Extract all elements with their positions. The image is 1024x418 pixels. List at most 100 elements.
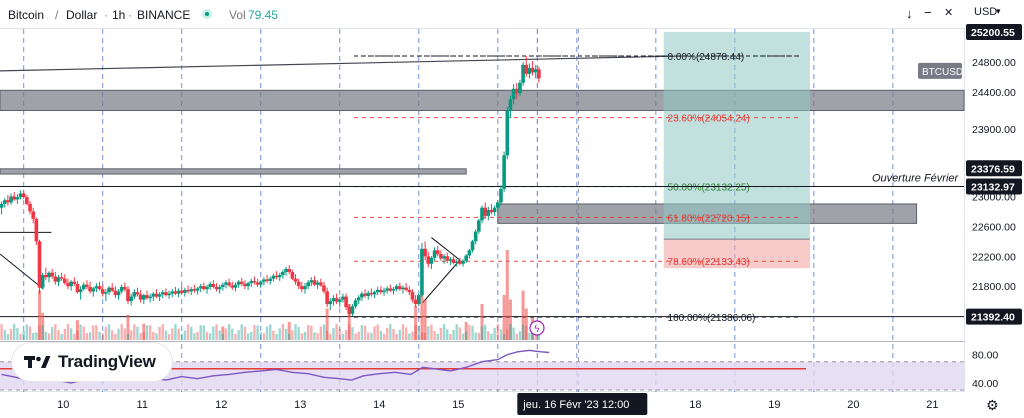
candle-body <box>119 286 124 292</box>
candle-body <box>293 278 298 282</box>
volume-bar <box>265 326 269 340</box>
candle-body <box>88 286 92 292</box>
volume-bar <box>85 333 89 340</box>
volume-bar <box>38 325 41 340</box>
tradingview-logo[interactable]: TradingView <box>12 343 172 381</box>
candle-body <box>138 294 143 300</box>
volume-bar <box>360 325 364 340</box>
volume-bar <box>335 324 338 340</box>
volume-bar <box>509 324 512 340</box>
volume-bar <box>155 333 158 340</box>
candle-body <box>94 286 99 289</box>
volume-bar <box>483 324 487 340</box>
volume-bar <box>471 325 474 340</box>
volume-bar <box>107 324 111 340</box>
volume-bar <box>139 333 142 340</box>
candle-body <box>72 281 77 284</box>
volume-bar <box>41 313 45 340</box>
volume-bar <box>379 330 383 340</box>
candle-body <box>81 284 86 290</box>
candle-body <box>221 284 225 287</box>
volume-bar <box>502 333 506 340</box>
volume-bar <box>449 333 452 340</box>
candle-body <box>173 291 178 294</box>
close-icon[interactable]: ✕ <box>944 7 954 19</box>
volume-bar <box>269 324 272 340</box>
candle-body <box>6 200 10 203</box>
candle-body <box>492 207 497 213</box>
arrow-down-icon[interactable]: ↓ <box>906 6 913 21</box>
volume-bar <box>455 324 458 340</box>
volume-bar <box>506 329 509 340</box>
price-label: 25200.55 <box>971 27 1015 39</box>
candle-body <box>129 296 133 302</box>
volume-bar <box>262 333 266 340</box>
volume-bar <box>272 330 275 340</box>
price-label: 23376.59 <box>971 163 1015 175</box>
candle-body <box>375 289 380 293</box>
candle-body <box>290 271 295 279</box>
symbol-label-bg <box>918 62 962 79</box>
candle-body <box>353 300 358 307</box>
long-position-tool[interactable] <box>663 31 810 269</box>
volume-bar <box>196 331 199 340</box>
candle-body <box>312 280 317 285</box>
candle-body <box>420 248 424 296</box>
candle-body <box>145 295 149 299</box>
interval-label[interactable]: 1h <box>112 8 126 22</box>
volume-bar <box>75 320 79 340</box>
time-tick-label: 11 <box>137 399 148 411</box>
currency-selector[interactable]: USD <box>974 6 998 18</box>
market-status-icon[interactable] <box>202 9 212 19</box>
volume-bar <box>212 326 215 340</box>
candle-body <box>410 292 415 300</box>
volume-bar <box>231 328 234 340</box>
volume-bar <box>404 327 408 340</box>
candle-body <box>458 261 462 264</box>
volume-bar <box>69 328 73 340</box>
candle-body <box>50 272 54 277</box>
volume-bar <box>202 325 206 340</box>
price-label-bg <box>966 160 1022 177</box>
chevron-down-icon[interactable]: ▾ <box>996 6 1001 16</box>
fib-label: 0.00%(24878.44) <box>668 52 745 63</box>
alert-icon[interactable] <box>529 320 545 336</box>
drawn-lines[interactable]: Ouverture Février <box>0 55 964 318</box>
volume-bar <box>316 333 319 340</box>
symbol-name[interactable]: Bitcoin <box>8 8 45 22</box>
volume-bar <box>338 328 341 340</box>
volume-bar <box>423 332 427 340</box>
volume-bar <box>281 324 285 340</box>
volume-bar <box>303 331 307 340</box>
candle-body <box>391 289 396 291</box>
volume-bar <box>82 326 85 340</box>
volume-bar <box>446 329 449 340</box>
candle-body <box>461 260 465 264</box>
symbol-separator: / <box>55 8 59 22</box>
exchange-label[interactable]: BINANCE <box>137 8 191 22</box>
volume-bar <box>38 290 42 340</box>
volume-bar <box>142 332 146 340</box>
volume-bar <box>521 290 525 340</box>
volume-bar <box>57 330 60 340</box>
candle-body <box>186 289 190 292</box>
minus-icon[interactable]: − <box>924 5 932 20</box>
candle-body <box>78 289 83 293</box>
quote-name[interactable]: Dollar <box>66 8 98 22</box>
gear-icon[interactable]: ⚙ <box>986 398 999 414</box>
time-axis[interactable]: 10 11 12 13 14 15 18 19 20 21 jeu. 16 Févr '23 12:… <box>57 393 999 415</box>
candle-body <box>467 250 472 256</box>
volume-bar <box>25 324 29 340</box>
price-axis[interactable]: 24800.0024400.0023900.0023400.0023000.00… <box>918 23 1024 392</box>
volume-bar <box>95 325 98 340</box>
volume-bar <box>284 328 288 340</box>
candle-body <box>15 197 20 200</box>
volume-bar <box>9 328 13 340</box>
candle-body <box>413 299 418 305</box>
volume-bar <box>531 332 534 340</box>
volume-bar <box>66 324 70 340</box>
candle-body <box>179 290 184 293</box>
volume-bar <box>253 325 256 340</box>
candle-body <box>69 281 73 287</box>
